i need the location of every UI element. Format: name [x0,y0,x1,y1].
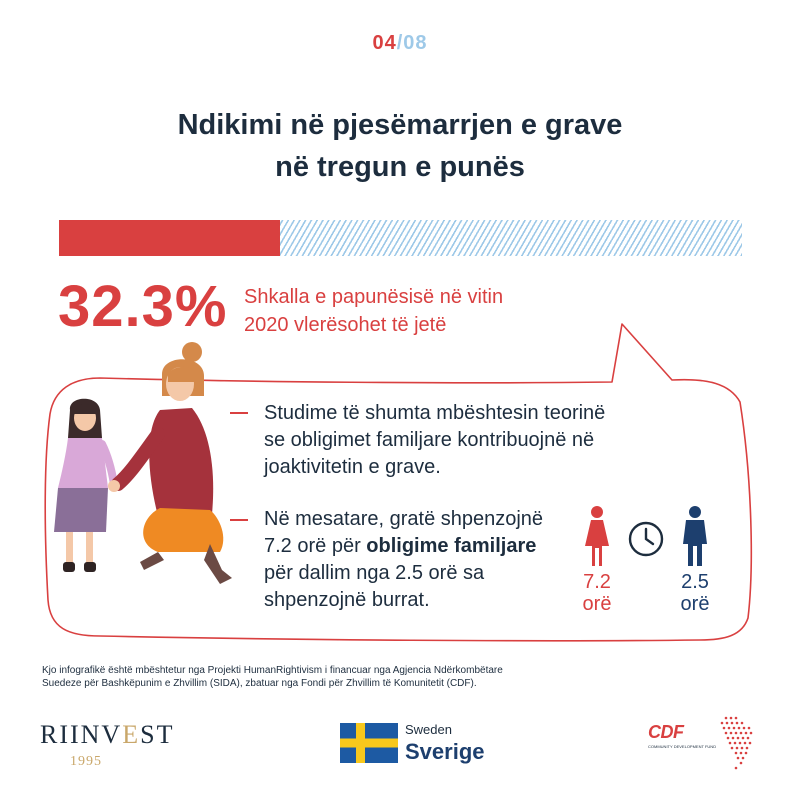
men-hours-label: 2.5 orë [670,571,720,615]
mother-illustration [108,342,232,584]
man-icon [683,506,707,566]
cdf-map-icon [720,716,753,770]
point-2-line-2: 7.2 orë për obligime familjare [264,533,543,560]
point-2-line-2-bold: obligime familjare [366,535,537,557]
page-title: Ndikimi në pjesëmarrjen e grave në tregu… [0,104,800,188]
clock-icon [628,521,664,557]
point-2-line-4: shpenzojnë burrat. [264,589,430,611]
unemployment-caption-line-1: Shkalla e papunësisë në vitin [244,286,504,308]
page-counter: 04/08 [0,32,800,55]
women-hours-unit: orë [582,593,612,615]
cdf-logo: CDF [648,722,684,742]
point-2-line-1: Në mesatare, gratë shpenzojnë [264,508,544,530]
unemployment-caption-line-2: 2020 vlerësohet të jetë [244,314,447,336]
point-2-text: Në mesatare, gratë shpenzojnë 7.2 orë pë… [264,506,543,614]
cdf-tagline: COMMUNITY DEVELOPMENT FUND [648,744,717,749]
point-2-line-3: për dallim nga 2.5 orë sa [264,562,485,584]
men-hours-unit: orë [680,593,710,615]
unemployment-value: 32.3% [58,274,228,339]
unemployment-bar-fill [59,220,280,256]
riinvest-year: 1995 [70,754,102,769]
footer-line-2: Suedeze për Bashkëpunim e Zhvillim (SIDA… [42,678,477,689]
footer-credit: Kjo infografikë është mbështetur nga Pro… [42,664,503,690]
title-line-1: Ndikimi në pjesëmarrjen e grave [177,109,623,141]
women-hours-label: 7.2 orë [572,571,622,615]
riinvest-logo-part-b: E [122,720,141,749]
page-current: 04 [372,32,397,54]
page-separator: / [396,32,404,54]
point-1-line-2: se obligimet familjare kontribuojnë në [264,429,595,451]
unemployment-caption: Shkalla e papunësisë në vitin 2020 vlerë… [244,283,503,339]
footer-line-1: Kjo infografikë është mbështetur nga Pro… [42,665,503,676]
sverige-label: Sverige [405,739,485,764]
point-2-line-2-pre: 7.2 orë për [264,535,367,557]
point-2-dash [230,519,248,521]
point-1-line-3: joaktivitetin e grave. [264,456,441,478]
sweden-label: Sweden [405,722,452,737]
men-hours-value: 2.5 [681,571,709,593]
speech-bubble [44,323,753,642]
sweden-flag-icon [340,723,398,763]
woman-icon [585,506,609,566]
point-1-text: Studime të shumta mbështesin teorinë se … [264,400,605,481]
women-hours-value: 7.2 [583,571,611,593]
riinvest-logo-part-a: RIINV [40,720,123,749]
page-total: 08 [403,32,428,54]
point-1-line-1: Studime të shumta mbështesin teorinë [264,402,606,424]
point-1-dash [230,412,248,414]
riinvest-logo: RIINVEST [40,720,174,750]
riinvest-logo-part-c: ST [140,720,175,749]
title-line-2: në tregun e punës [275,151,525,183]
